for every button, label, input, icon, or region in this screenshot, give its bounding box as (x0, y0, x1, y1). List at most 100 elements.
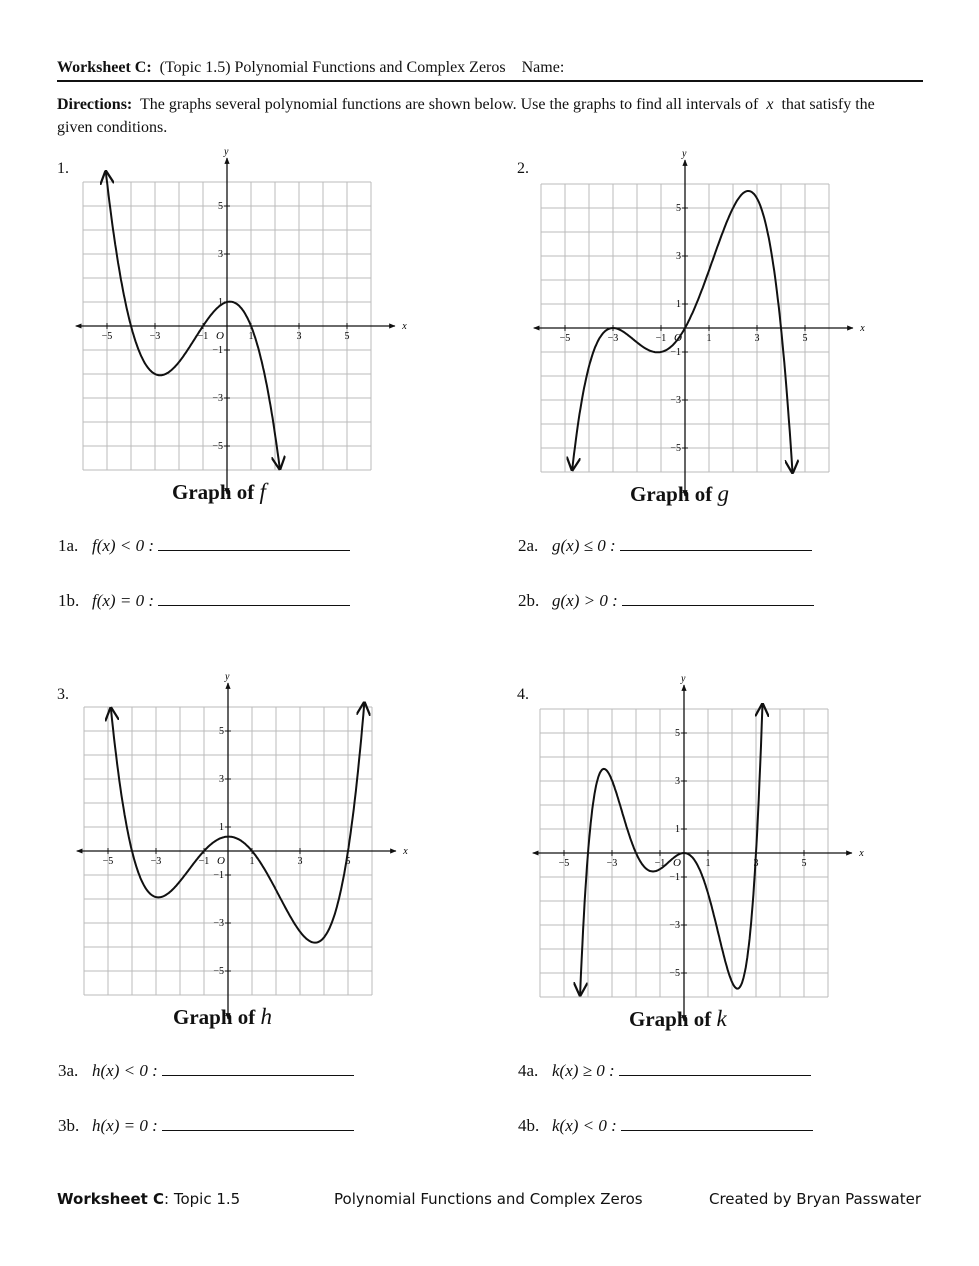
y-tick-label: 1 (219, 822, 224, 833)
footer-right: Created by Bryan Passwater (709, 1190, 922, 1208)
answer-blank (161, 1061, 354, 1076)
y-tick-label: −3 (212, 393, 223, 404)
header: Worksheet C: (Topic 1.5) Polynomial Func… (57, 59, 564, 77)
caption-function: k (716, 1006, 727, 1031)
x-tick-label: 3 (298, 856, 303, 867)
y-tick-label: −5 (213, 966, 224, 977)
answer-blank (161, 1116, 354, 1131)
question-label: 4b. (518, 1116, 540, 1135)
problem-number: 3. (57, 686, 69, 703)
y-tick-label: −5 (212, 441, 223, 452)
caption-function: f (259, 479, 266, 504)
axis-label-y: y (224, 671, 230, 682)
problem-number: 4. (517, 686, 529, 703)
origin-label: O (217, 855, 225, 867)
x-tick-label: 1 (707, 333, 712, 344)
axis-label-y: y (680, 673, 686, 684)
graph-caption: Graph of g (630, 481, 729, 507)
x-tick-label: 1 (706, 858, 711, 869)
y-tick-label: −1 (213, 870, 224, 881)
question: 4a. k(x) ≥ 0 : (518, 1061, 811, 1081)
y-tick-label: −1 (212, 345, 223, 356)
x-tick-label: 5 (803, 333, 808, 344)
y-tick-label: −3 (670, 395, 681, 406)
footer-left: Worksheet C: Topic 1.5 (57, 1190, 240, 1208)
y-tick-label: 1 (676, 299, 681, 310)
answer-blank (619, 536, 812, 551)
curve (111, 703, 364, 944)
x-tick-label: 3 (755, 333, 760, 344)
x-tick-label: −3 (607, 858, 618, 869)
header-name: Name: (521, 59, 565, 76)
directions-variable: x (766, 96, 774, 113)
y-tick-label: 5 (218, 201, 223, 212)
header-title: (Topic 1.5) Polynomial Functions and Com… (159, 59, 506, 76)
x-tick-label: −1 (199, 856, 210, 867)
question: 1b. f(x) = 0 : (58, 591, 350, 611)
question-expression: f(x) < 0 : (92, 536, 154, 555)
origin-label: O (216, 330, 224, 342)
caption-text: Graph of (172, 480, 255, 504)
question: 3b. h(x) = 0 : (58, 1116, 354, 1136)
answer-blank (157, 591, 350, 606)
axis-label-x: x (401, 321, 407, 332)
directions-label: Directions: (57, 96, 133, 113)
directions: Directions: The graphs several polynomia… (57, 93, 897, 139)
x-tick-label: 3 (297, 331, 302, 342)
x-tick-label: 5 (346, 856, 351, 867)
question-expression: k(x) < 0 : (552, 1116, 617, 1135)
caption-function: g (717, 481, 730, 506)
answer-blank (621, 591, 814, 606)
question-label: 2b. (518, 591, 540, 610)
directions-text: that satisfy the given conditions. (57, 96, 875, 136)
caption-text: Graph of (173, 1005, 256, 1029)
x-tick-label: −3 (150, 331, 161, 342)
answer-blank (157, 536, 350, 551)
question: 3a. h(x) < 0 : (58, 1061, 354, 1081)
x-tick-label: 5 (802, 858, 807, 869)
y-tick-label: −5 (670, 443, 681, 454)
axis-label-x: x (858, 848, 864, 859)
question-label: 3a. (58, 1061, 79, 1080)
y-tick-label: −1 (669, 872, 680, 883)
y-tick-label: −3 (669, 920, 680, 931)
x-tick-label: −5 (560, 333, 571, 344)
x-tick-label: −3 (151, 856, 162, 867)
question-label: 2a. (518, 536, 539, 555)
x-tick-label: −5 (102, 331, 113, 342)
footer-bold: Worksheet C (57, 1190, 165, 1208)
curve (106, 172, 280, 469)
problem-number: 1. (57, 160, 69, 177)
answer-blank (618, 1061, 811, 1076)
y-tick-label: 3 (218, 249, 223, 260)
question-expression: h(x) = 0 : (92, 1116, 158, 1135)
footer-text: : Topic 1.5 (164, 1190, 241, 1208)
header-rule (57, 80, 923, 82)
header-bold: Worksheet C: (57, 59, 152, 76)
directions-text: The graphs several polynomial functions … (139, 96, 759, 113)
graph-caption: Graph of k (629, 1006, 727, 1032)
question-expression: g(x) ≤ 0 : (552, 536, 616, 555)
x-tick-label: −1 (656, 333, 667, 344)
y-tick-label: 5 (676, 203, 681, 214)
y-tick-label: 1 (675, 824, 680, 835)
y-tick-label: 5 (675, 728, 680, 739)
caption-function: h (260, 1004, 273, 1029)
question: 1a. f(x) < 0 : (58, 536, 350, 556)
y-tick-label: −3 (213, 918, 224, 929)
y-tick-label: 3 (676, 251, 681, 262)
question-expression: k(x) ≥ 0 : (552, 1061, 615, 1080)
x-tick-label: 5 (345, 331, 350, 342)
caption-text: Graph of (630, 482, 713, 506)
curve (572, 190, 792, 472)
question-label: 1b. (58, 591, 80, 610)
caption-text: Graph of (629, 1007, 712, 1031)
x-tick-label: 1 (250, 856, 255, 867)
y-tick-label: 3 (675, 776, 680, 787)
answer-blank (620, 1116, 813, 1131)
axis-label-y: y (223, 146, 229, 157)
curve (580, 704, 762, 995)
question: 4b. k(x) < 0 : (518, 1116, 813, 1136)
